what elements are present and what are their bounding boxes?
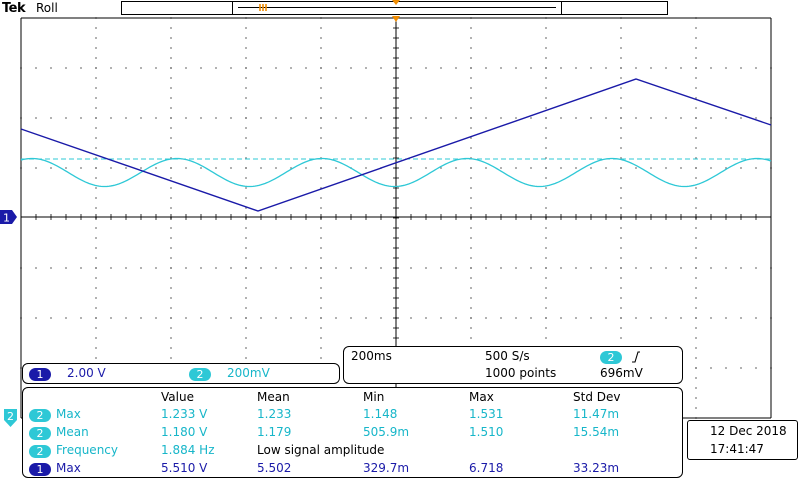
- measurement-channel-badge: 2: [29, 408, 51, 422]
- channel-scale-panel[interactable]: 1 2.00 V 2 200mV: [22, 363, 340, 384]
- rising-edge-icon: [632, 351, 640, 363]
- measurement-value: 1.884 Hz: [161, 443, 215, 457]
- measurement-min: 505.9m: [363, 425, 410, 439]
- measurement-mean: 1.233: [257, 407, 292, 421]
- measurement-channel-badge: 2: [29, 426, 51, 440]
- ch1-badge[interactable]: 1: [29, 367, 51, 381]
- measurement-min: 329.7m: [363, 461, 410, 475]
- measurement-value: 1.233 V: [161, 407, 208, 421]
- date-display: 12 Dec 2018: [710, 424, 787, 438]
- measurement-min: 1.148: [363, 407, 398, 421]
- measurement-mean: 1.179: [257, 425, 292, 439]
- sample-rate-value: 500 S/s: [485, 349, 530, 363]
- trigger-level-value: 696mV: [600, 366, 643, 380]
- column-header-max: Max: [469, 390, 494, 404]
- brand-logo: Tek: [2, 1, 26, 16]
- measurement-max: 1.531: [469, 407, 504, 421]
- measurement-name: Max: [56, 461, 81, 475]
- trigger-source-badge[interactable]: 2: [600, 350, 622, 364]
- trigger-time-marker-icon: [392, 0, 400, 5]
- measurement-value: 1.180 V: [161, 425, 208, 439]
- measurement-max: 1.510: [469, 425, 504, 439]
- record-length-value: 1000 points: [485, 366, 557, 380]
- measurement-note: Low signal amplitude: [257, 443, 385, 457]
- measurements-panel[interactable]: Value Mean Min Max Std Dev 2 Max 1.233 V…: [22, 387, 683, 478]
- measurement-mean: 5.502: [257, 461, 292, 475]
- ch1-waveform: [20, 78, 772, 212]
- measurement-channel-badge: 1: [29, 462, 51, 476]
- measurement-max: 6.718: [469, 461, 504, 475]
- column-header-std-dev: Std Dev: [573, 390, 621, 404]
- trigger-time-marker-bottom-icon: [392, 16, 400, 22]
- measurement-channel-badge: 2: [29, 444, 51, 458]
- measurement-std-dev: 11.47m: [573, 407, 620, 421]
- ch1-ground-marker-label: 1: [3, 212, 10, 225]
- datetime-panel[interactable]: 12 Dec 2018 17:41:47: [687, 420, 798, 460]
- measurement-std-dev: 15.54m: [573, 425, 620, 439]
- measurement-name: Frequency: [56, 443, 118, 457]
- record-view-line: [238, 7, 556, 8]
- time-display: 17:41:47: [710, 442, 764, 456]
- measurement-std-dev: 33.23m: [573, 461, 620, 475]
- ch2-badge[interactable]: 2: [189, 367, 211, 381]
- measurement-name: Mean: [56, 425, 89, 439]
- acquisition-mode-label: Roll: [36, 1, 58, 15]
- trigger-position-icon: [259, 4, 267, 11]
- measurement-value: 5.510 V: [161, 461, 208, 475]
- measurement-name: Max: [56, 407, 81, 421]
- acquisition-panel[interactable]: 200ms 500 S/s 1000 points 2 696mV: [343, 346, 683, 384]
- ch1-scale: 2.00 V: [67, 366, 106, 380]
- ch2-ground-marker-label: 2: [7, 410, 14, 423]
- ch2-ground-marker[interactable]: 2: [4, 409, 17, 427]
- ch2-scale: 200mV: [227, 366, 270, 380]
- column-header-min: Min: [363, 390, 385, 404]
- ch1-ground-marker[interactable]: 1: [0, 210, 17, 225]
- timebase-value: 200ms: [351, 349, 392, 363]
- column-header-value: Value: [161, 390, 194, 404]
- column-header-mean: Mean: [257, 390, 290, 404]
- ch2-waveform: [20, 157, 772, 188]
